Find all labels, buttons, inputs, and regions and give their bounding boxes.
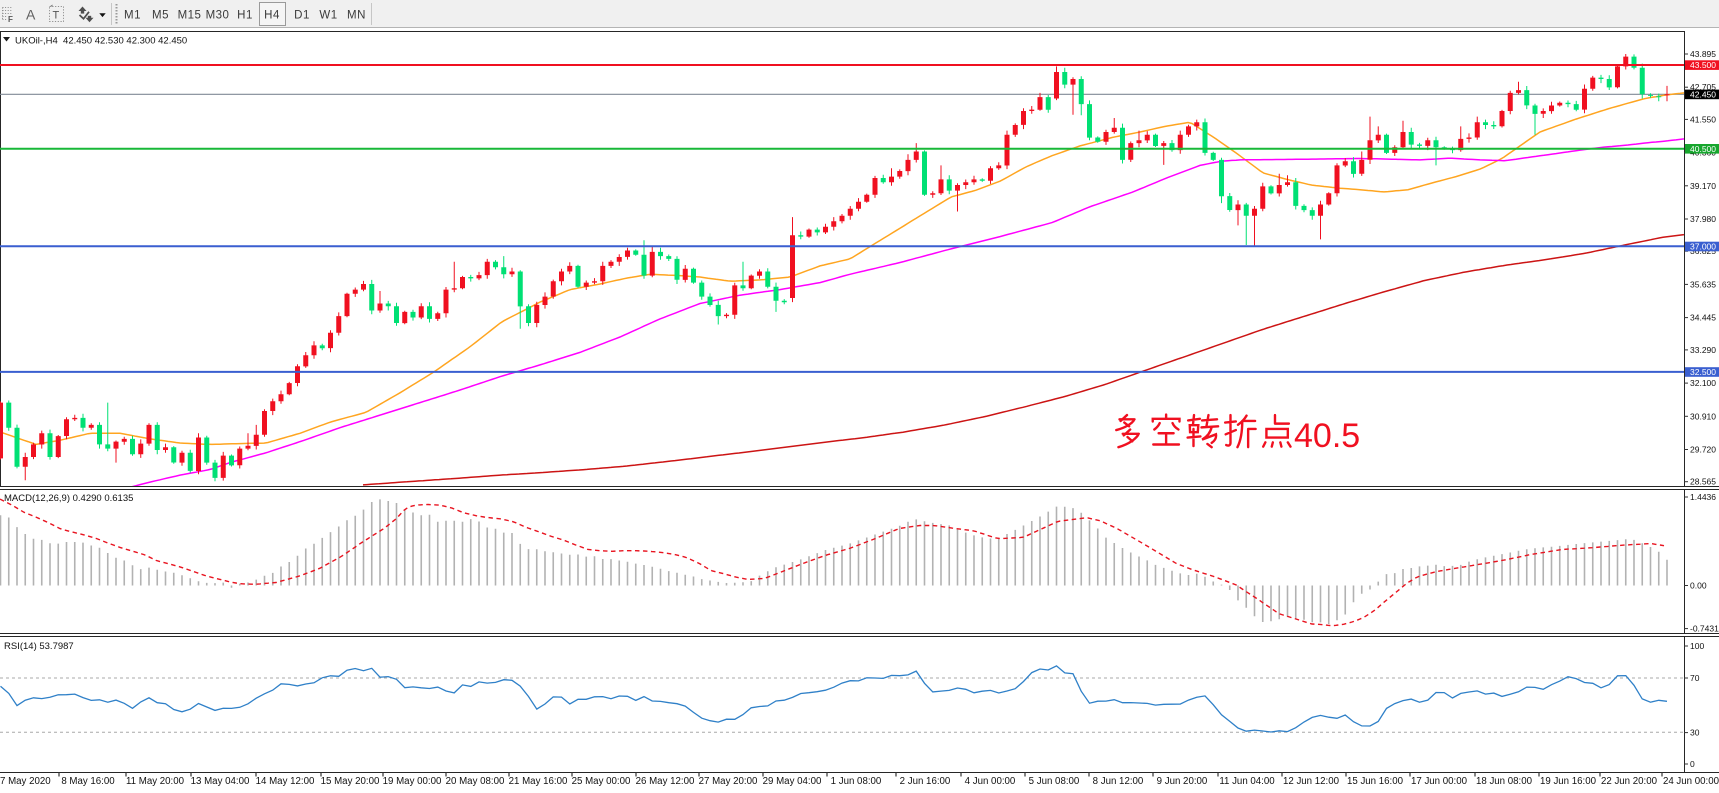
svg-text:34.445: 34.445 <box>1690 313 1716 323</box>
svg-text:30: 30 <box>1690 728 1700 738</box>
svg-text:28.565: 28.565 <box>1690 477 1716 487</box>
svg-text:43.895: 43.895 <box>1690 49 1716 59</box>
svg-text:42.450: 42.450 <box>1690 90 1716 100</box>
svg-text:0: 0 <box>1690 759 1695 769</box>
svg-text:24 Jun 00:00: 24 Jun 00:00 <box>1663 776 1719 787</box>
svg-text:70: 70 <box>1690 673 1700 683</box>
svg-text:M1: M1 <box>124 10 141 22</box>
svg-text:8 May 16:00: 8 May 16:00 <box>61 776 115 787</box>
svg-text:T: T <box>53 10 60 22</box>
svg-text:13 May 04:00: 13 May 04:00 <box>191 776 250 787</box>
svg-text:H4: H4 <box>264 10 280 22</box>
svg-text:11 Jun 04:00: 11 Jun 04:00 <box>1219 776 1275 787</box>
svg-text:MN: MN <box>347 10 366 22</box>
svg-text:17 Jun 00:00: 17 Jun 00:00 <box>1411 776 1468 787</box>
svg-text:M15: M15 <box>178 10 202 22</box>
svg-text:0.00: 0.00 <box>1690 581 1707 591</box>
svg-text:12 Jun 12:00: 12 Jun 12:00 <box>1283 776 1340 787</box>
svg-text:43.500: 43.500 <box>1690 60 1716 70</box>
svg-text:W1: W1 <box>319 10 337 22</box>
svg-text:M30: M30 <box>206 10 230 22</box>
svg-text:30.910: 30.910 <box>1690 411 1716 421</box>
svg-text:32.500: 32.500 <box>1690 367 1716 377</box>
svg-text:H1: H1 <box>237 10 253 22</box>
svg-text:32.100: 32.100 <box>1690 378 1716 388</box>
svg-text:F: F <box>8 15 13 24</box>
svg-text:4 Jun 00:00: 4 Jun 00:00 <box>965 776 1016 787</box>
svg-text:33.290: 33.290 <box>1690 345 1716 355</box>
svg-text:9 Jun 20:00: 9 Jun 20:00 <box>1157 776 1208 787</box>
svg-text:26 May 12:00: 26 May 12:00 <box>636 776 695 787</box>
svg-text:39.170: 39.170 <box>1690 181 1716 191</box>
svg-text:D1: D1 <box>294 10 310 22</box>
svg-text:20 May 08:00: 20 May 08:00 <box>446 776 505 787</box>
svg-text:MACD(12,26,9) 0.4290 0.6135: MACD(12,26,9) 0.4290 0.6135 <box>4 493 133 504</box>
svg-text:40.5: 40.5 <box>1294 417 1360 455</box>
svg-text:21 May 16:00: 21 May 16:00 <box>509 776 568 787</box>
svg-text:19 Jun 16:00: 19 Jun 16:00 <box>1540 776 1597 787</box>
svg-text:22 Jun 20:00: 22 Jun 20:00 <box>1601 776 1658 787</box>
svg-text:RSI(14) 53.7987: RSI(14) 53.7987 <box>4 641 74 652</box>
svg-text:40.500: 40.500 <box>1690 144 1716 154</box>
svg-text:27 May 20:00: 27 May 20:00 <box>699 776 758 787</box>
svg-text:100: 100 <box>1690 641 1704 651</box>
svg-text:25 May 00:00: 25 May 00:00 <box>572 776 631 787</box>
svg-text:15 May 20:00: 15 May 20:00 <box>321 776 380 787</box>
svg-text:7 May 2020: 7 May 2020 <box>0 776 51 787</box>
svg-text:41.550: 41.550 <box>1690 114 1716 124</box>
svg-text:15 Jun 16:00: 15 Jun 16:00 <box>1347 776 1404 787</box>
svg-text:29 May 04:00: 29 May 04:00 <box>763 776 822 787</box>
svg-text:A: A <box>26 7 36 23</box>
svg-text:29.720: 29.720 <box>1690 445 1716 455</box>
svg-text:2 Jun 16:00: 2 Jun 16:00 <box>900 776 951 787</box>
svg-text:8 Jun 12:00: 8 Jun 12:00 <box>1093 776 1144 787</box>
svg-text:42.705: 42.705 <box>1690 82 1716 92</box>
svg-text:M5: M5 <box>152 10 169 22</box>
svg-text:11 May 20:00: 11 May 20:00 <box>126 776 185 787</box>
svg-text:UKOil-,H4 42.450 42.530 42.30: UKOil-,H4 42.450 42.530 42.300 42.450 <box>15 36 187 47</box>
svg-text:37.980: 37.980 <box>1690 214 1716 224</box>
svg-text:-0.7431: -0.7431 <box>1690 624 1719 634</box>
svg-text:1.4436: 1.4436 <box>1690 492 1716 502</box>
svg-text:37.000: 37.000 <box>1690 242 1716 252</box>
svg-text:1 Jun 08:00: 1 Jun 08:00 <box>831 776 882 787</box>
svg-text:5 Jun 08:00: 5 Jun 08:00 <box>1029 776 1080 787</box>
svg-text:19 May 00:00: 19 May 00:00 <box>383 776 442 787</box>
svg-text:18 Jun 08:00: 18 Jun 08:00 <box>1476 776 1533 787</box>
svg-text:35.635: 35.635 <box>1690 279 1716 289</box>
svg-text:14 May 12:00: 14 May 12:00 <box>256 776 315 787</box>
